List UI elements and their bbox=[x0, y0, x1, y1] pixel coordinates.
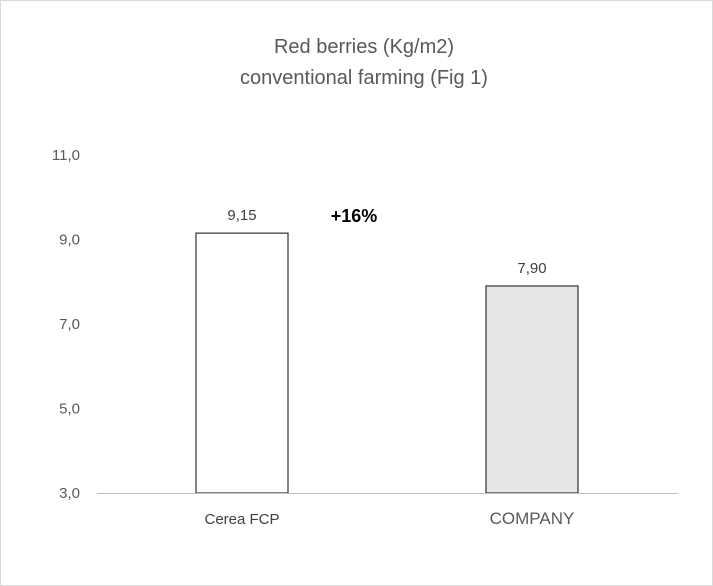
y-tick-label: 11,0 bbox=[52, 147, 80, 164]
y-tick-label: 3,0 bbox=[59, 485, 80, 502]
data-label: 7,90 bbox=[517, 260, 546, 277]
data-labels: 9,15 7,90 bbox=[227, 207, 546, 277]
bar-company bbox=[485, 285, 579, 494]
data-label: 9,15 bbox=[227, 207, 256, 224]
x-category-label: Cerea FCP bbox=[204, 511, 279, 528]
y-tick-label: 5,0 bbox=[59, 401, 80, 418]
bar-cerea-fcp bbox=[195, 232, 289, 494]
bars bbox=[195, 232, 579, 494]
y-tick-label: 9,0 bbox=[59, 232, 80, 249]
y-tick-label: 7,0 bbox=[59, 316, 80, 333]
y-axis: 3,0 5,0 7,0 9,0 11,0 bbox=[52, 147, 80, 502]
chart-title-line2: conventional farming (Fig 1) bbox=[240, 67, 488, 89]
x-category-label: COMPANY bbox=[490, 509, 575, 528]
x-axis-categories: Cerea FCP COMPANY bbox=[204, 509, 574, 528]
chart-title-line1: Red berries (Kg/m2) bbox=[274, 36, 454, 58]
difference-annotation: +16% bbox=[331, 206, 378, 226]
